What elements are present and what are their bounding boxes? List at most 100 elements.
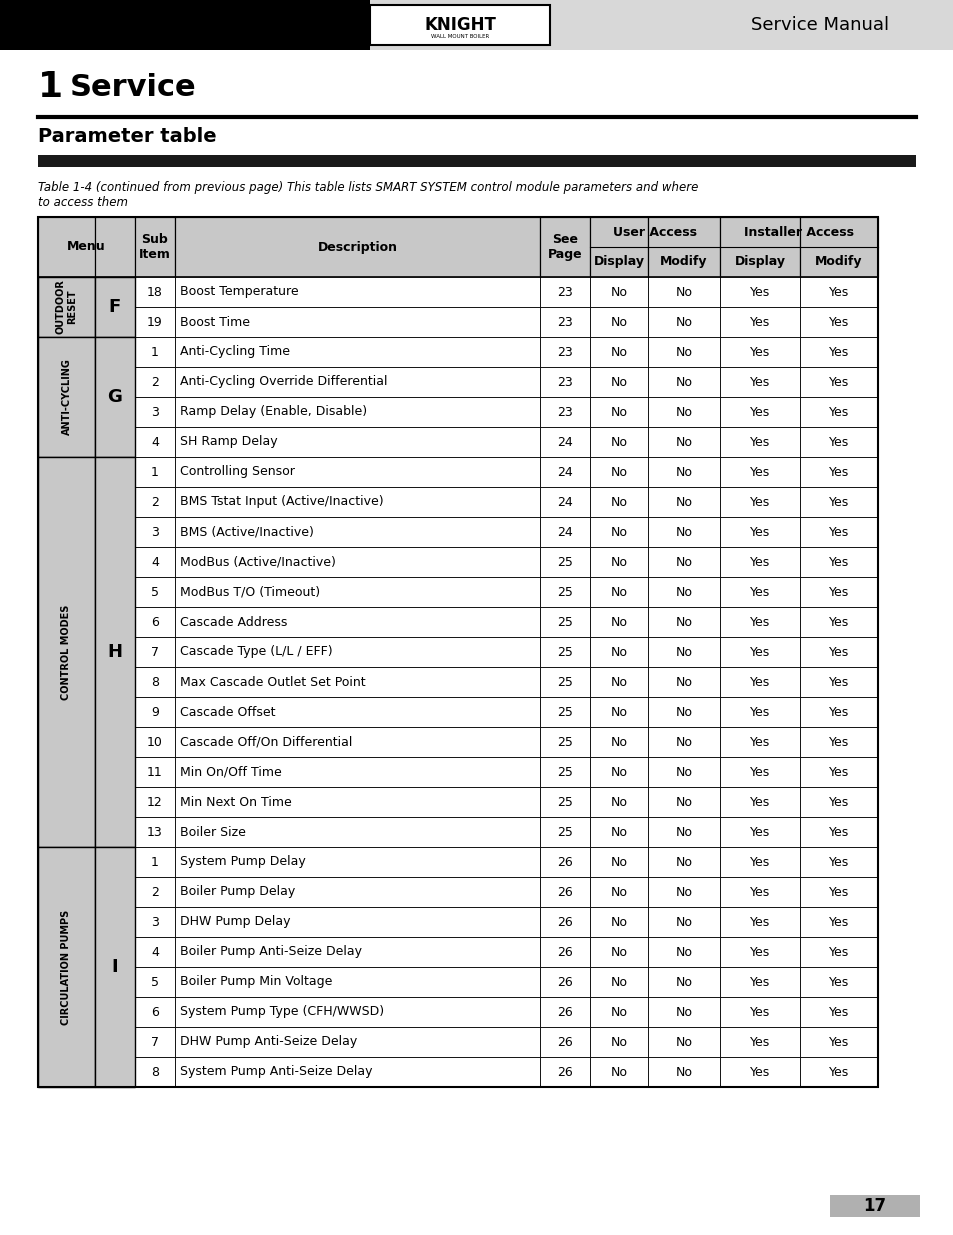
Text: No: No [610,495,627,509]
Bar [647,877,720,906]
Text: No: No [675,375,692,389]
Bar [589,396,647,427]
Bar [539,217,589,277]
Text: Yes: Yes [828,915,848,929]
Text: No: No [675,946,692,958]
Bar [720,727,800,757]
Bar [38,757,95,787]
Text: BMS (Active/Inactive): BMS (Active/Inactive) [180,526,314,538]
Bar [647,367,720,396]
Text: Cascade Off/On Differential: Cascade Off/On Differential [180,736,352,748]
Bar [539,787,589,818]
Text: 11: 11 [147,766,163,778]
Bar [38,877,95,906]
Bar [95,337,135,457]
Text: Yes: Yes [828,856,848,868]
Text: Yes: Yes [749,375,769,389]
Text: 5: 5 [151,585,159,599]
Bar [720,1057,800,1087]
Bar [647,757,720,787]
Text: 6: 6 [151,615,159,629]
Text: Cascade Address: Cascade Address [180,615,287,629]
Text: Description: Description [317,241,397,253]
Bar [720,337,800,367]
Bar [589,337,647,367]
Text: Yes: Yes [749,885,769,899]
Text: Yes: Yes [828,705,848,719]
Bar [647,787,720,818]
Bar [174,487,539,517]
Bar [95,277,135,337]
Text: I: I [112,958,118,976]
Bar [720,547,800,577]
Bar [589,457,647,487]
Text: 25: 25 [557,646,573,658]
Bar [539,906,589,937]
Bar [589,1057,647,1087]
Text: 23: 23 [557,285,572,299]
Bar [800,818,877,847]
Bar [38,337,95,367]
Bar [174,308,539,337]
Bar [800,637,877,667]
Bar [38,427,95,457]
Bar [589,577,647,606]
Text: No: No [675,346,692,358]
Bar [800,1028,877,1057]
Bar [589,517,647,547]
Text: DHW Pump Delay: DHW Pump Delay [180,915,291,929]
Text: Anti-Cycling Override Differential: Anti-Cycling Override Differential [180,375,387,389]
Bar [38,217,95,277]
Bar [800,967,877,997]
Text: 26: 26 [557,856,572,868]
Bar [800,727,877,757]
Bar [174,757,539,787]
Bar [174,457,539,487]
Bar [95,427,135,457]
Bar [720,697,800,727]
Text: 24: 24 [557,495,572,509]
Bar [589,818,647,847]
Text: User Access: User Access [613,226,697,238]
Bar [135,637,174,667]
Bar [135,367,174,396]
Bar [539,757,589,787]
Text: No: No [675,1066,692,1078]
Text: Yes: Yes [749,526,769,538]
Text: Boiler Pump Delay: Boiler Pump Delay [180,885,294,899]
Bar [539,427,589,457]
Text: Yes: Yes [749,915,769,929]
Text: System Pump Delay: System Pump Delay [180,856,305,868]
Text: 26: 26 [557,946,572,958]
Bar [720,277,800,308]
Text: Yes: Yes [749,825,769,839]
Bar [174,606,539,637]
Bar [539,1028,589,1057]
Bar [174,967,539,997]
Text: No: No [675,556,692,568]
Text: 25: 25 [557,705,573,719]
Text: 25: 25 [557,615,573,629]
Bar [174,367,539,396]
Text: Yes: Yes [828,795,848,809]
Bar [95,367,135,396]
Bar [720,818,800,847]
Text: No: No [675,466,692,478]
Bar [589,1028,647,1057]
Bar [647,547,720,577]
Bar [589,877,647,906]
Bar [174,547,539,577]
Bar [539,547,589,577]
Bar [589,547,647,577]
Bar [539,667,589,697]
Bar [38,457,95,847]
Text: Yes: Yes [749,615,769,629]
Bar [38,727,95,757]
Text: Display: Display [734,256,784,268]
Text: No: No [610,676,627,688]
Bar [800,606,877,637]
Text: No: No [610,1005,627,1019]
Text: No: No [610,766,627,778]
Text: KNIGHT: KNIGHT [424,16,496,35]
Bar [370,5,550,44]
